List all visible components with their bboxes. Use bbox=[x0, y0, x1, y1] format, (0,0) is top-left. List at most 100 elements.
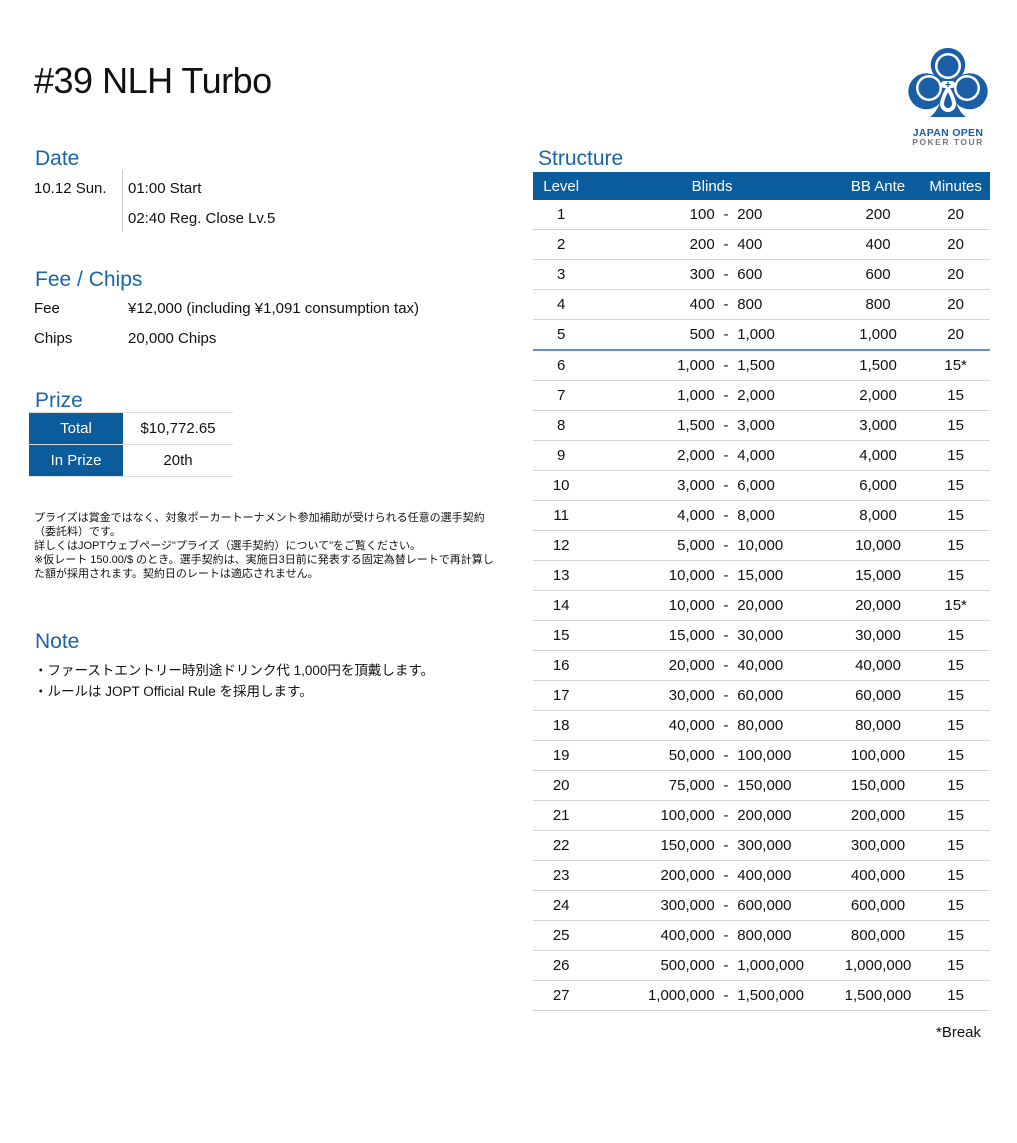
structure-row: 9 2,000-4,000 4,000 15 bbox=[533, 440, 990, 471]
minutes-cell: 15 bbox=[921, 440, 990, 471]
small-blind-cell: 200 bbox=[589, 229, 715, 260]
prize-total-row: Total $10,772.65 bbox=[29, 412, 233, 445]
blind-separator: - bbox=[714, 950, 738, 981]
small-blind-cell: 500 bbox=[589, 319, 715, 351]
bb-ante-cell: 20,000 bbox=[834, 590, 922, 621]
blind-separator: - bbox=[714, 920, 738, 951]
level-cell: 14 bbox=[533, 590, 590, 621]
big-blind-cell: 150,000 bbox=[737, 770, 835, 801]
big-blind-cell: 1,500 bbox=[737, 350, 835, 381]
structure-row: 11 4,000-8,000 8,000 15 bbox=[533, 500, 990, 531]
minutes-cell: 15 bbox=[921, 830, 990, 861]
blind-separator: - bbox=[714, 470, 738, 501]
big-blind-cell: 15,000 bbox=[737, 560, 835, 591]
blind-separator: - bbox=[714, 740, 738, 771]
level-cell: 22 bbox=[533, 830, 590, 861]
minutes-cell: 15 bbox=[921, 530, 990, 561]
bb-ante-cell: 10,000 bbox=[834, 530, 922, 561]
in-prize-label: In Prize bbox=[29, 444, 123, 477]
minutes-cell: 15 bbox=[921, 950, 990, 981]
fee-label: Fee bbox=[34, 300, 60, 317]
small-blind-cell: 300 bbox=[589, 259, 715, 290]
bb-ante-cell: 800 bbox=[834, 289, 922, 320]
blind-separator: - bbox=[714, 319, 738, 351]
level-cell: 26 bbox=[533, 950, 590, 981]
note-heading: Note bbox=[35, 630, 80, 653]
structure-row: 16 20,000-40,000 40,000 15 bbox=[533, 650, 990, 681]
structure-row: 3 300-600 600 20 bbox=[533, 259, 990, 290]
note-item: ・ファーストエントリー時別途ドリンク代 1,000円を頂戴します。 bbox=[34, 663, 435, 678]
note-item: ・ルールは JOPT Official Rule を採用します。 bbox=[34, 684, 313, 699]
big-blind-cell: 6,000 bbox=[737, 470, 835, 501]
structure-row: 10 3,000-6,000 6,000 15 bbox=[533, 470, 990, 501]
blind-separator: - bbox=[714, 440, 738, 471]
minutes-cell: 15 bbox=[921, 710, 990, 741]
level-cell: 16 bbox=[533, 650, 590, 681]
big-blind-cell: 800 bbox=[737, 289, 835, 320]
small-blind-cell: 5,000 bbox=[589, 530, 715, 561]
page-title: #39 NLH Turbo bbox=[34, 60, 272, 101]
col-level: Level bbox=[533, 172, 590, 200]
blind-separator: - bbox=[714, 980, 738, 1011]
structure-row: 7 1,000-2,000 2,000 15 bbox=[533, 380, 990, 411]
small-blind-cell: 400 bbox=[589, 289, 715, 320]
minutes-cell: 15 bbox=[921, 560, 990, 591]
bb-ante-cell: 3,000 bbox=[834, 410, 922, 441]
big-blind-cell: 10,000 bbox=[737, 530, 835, 561]
bb-ante-cell: 80,000 bbox=[834, 710, 922, 741]
structure-row: 2 200-400 400 20 bbox=[533, 229, 990, 260]
minutes-cell: 20 bbox=[921, 259, 990, 290]
structure-row: 1 100-200 200 20 bbox=[533, 200, 990, 230]
bb-ante-cell: 1,500 bbox=[834, 350, 922, 381]
chips-label: Chips bbox=[34, 330, 73, 347]
small-blind-cell: 1,500 bbox=[589, 410, 715, 441]
big-blind-cell: 400 bbox=[737, 229, 835, 260]
fee-value: ¥12,000 (including ¥1,091 consumption ta… bbox=[128, 300, 420, 317]
blind-separator: - bbox=[714, 530, 738, 561]
big-blind-cell: 60,000 bbox=[737, 680, 835, 711]
reg-close-time: 02:40 Reg. Close Lv.5 bbox=[128, 210, 276, 227]
minutes-cell: 15 bbox=[921, 500, 990, 531]
small-blind-cell: 1,000,000 bbox=[589, 980, 715, 1011]
minutes-cell: 15 bbox=[921, 800, 990, 831]
big-blind-cell: 200,000 bbox=[737, 800, 835, 831]
level-cell: 27 bbox=[533, 980, 590, 1011]
minutes-cell: 15* bbox=[921, 350, 990, 381]
start-time: 01:00 Start bbox=[128, 180, 202, 197]
big-blind-cell: 400,000 bbox=[737, 860, 835, 891]
big-blind-cell: 80,000 bbox=[737, 710, 835, 741]
bb-ante-cell: 1,000,000 bbox=[834, 950, 922, 981]
chips-value: 20,000 Chips bbox=[128, 330, 217, 347]
structure-row: 27 1,000,000-1,500,000 1,500,000 15 bbox=[533, 980, 990, 1011]
logo-line2: POKER TOUR bbox=[912, 137, 984, 147]
blind-separator: - bbox=[714, 650, 738, 681]
bb-ante-cell: 600 bbox=[834, 259, 922, 290]
minutes-cell: 15 bbox=[921, 980, 990, 1011]
col-bb-ante: BB Ante bbox=[834, 172, 922, 200]
big-blind-cell: 600,000 bbox=[737, 890, 835, 921]
minutes-cell: 15 bbox=[921, 650, 990, 681]
prize-heading: Prize bbox=[35, 389, 83, 412]
big-blind-cell: 100,000 bbox=[737, 740, 835, 771]
small-blind-cell: 400,000 bbox=[589, 920, 715, 951]
jopt-logo: JAPAN OPEN POKER TOUR bbox=[906, 44, 990, 147]
blind-separator: - bbox=[714, 890, 738, 921]
big-blind-cell: 300,000 bbox=[737, 830, 835, 861]
disclaimer-line: 詳しくはJOPTウェブページ"プライズ（選手契約）について"をご覧ください。 bbox=[34, 540, 422, 552]
small-blind-cell: 40,000 bbox=[589, 710, 715, 741]
blind-separator: - bbox=[714, 830, 738, 861]
level-cell: 13 bbox=[533, 560, 590, 591]
blind-separator: - bbox=[714, 200, 738, 230]
structure-row: 18 40,000-80,000 80,000 15 bbox=[533, 710, 990, 741]
club-logo-icon bbox=[908, 47, 988, 117]
structure-row: 25 400,000-800,000 800,000 15 bbox=[533, 920, 990, 951]
minutes-cell: 15 bbox=[921, 890, 990, 921]
big-blind-cell: 1,000,000 bbox=[737, 950, 835, 981]
big-blind-cell: 20,000 bbox=[737, 590, 835, 621]
structure-header-row: Level Blinds BB Ante Minutes bbox=[533, 172, 990, 200]
structure-row: 21 100,000-200,000 200,000 15 bbox=[533, 800, 990, 831]
bb-ante-cell: 600,000 bbox=[834, 890, 922, 921]
small-blind-cell: 200,000 bbox=[589, 860, 715, 891]
bb-ante-cell: 400,000 bbox=[834, 860, 922, 891]
